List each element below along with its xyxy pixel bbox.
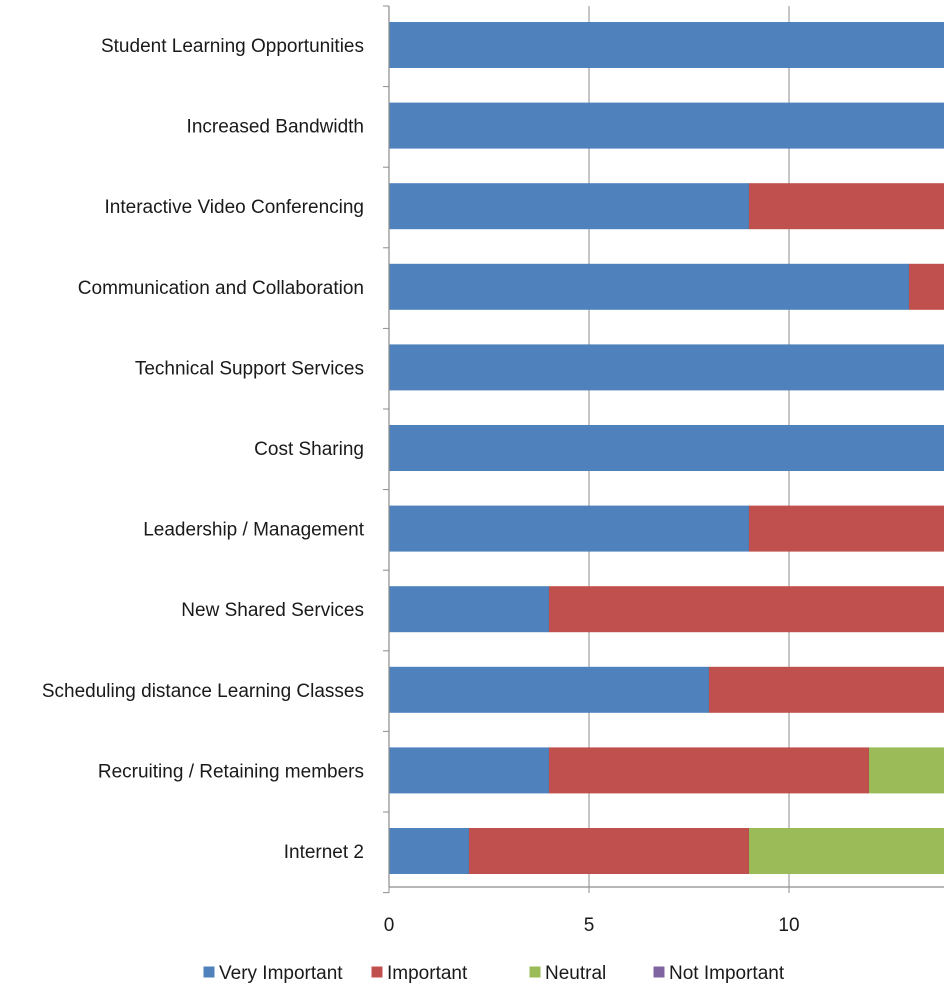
bar-3-important — [749, 183, 944, 230]
category-label: Internet 2 — [284, 842, 364, 863]
bar-9-important — [709, 666, 944, 713]
legend-swatch-important — [370, 965, 384, 979]
bar-2-very-important — [389, 102, 944, 149]
legend-label-not-important: Not Important — [669, 963, 785, 984]
category-label: Interactive Video Conferencing — [105, 197, 364, 218]
bar-6-very-important — [389, 425, 944, 471]
bars — [389, 22, 944, 874]
legend: Very Important Important Neutral Not Import… — [202, 963, 785, 984]
category-label: New Shared Services — [181, 600, 364, 621]
bar-11-very-important — [389, 828, 469, 874]
bar-7-very-important — [389, 505, 749, 552]
category-labels: Student Learning Opportunities Increased … — [42, 36, 365, 863]
category-label: Cost Sharing — [254, 439, 364, 460]
category-label: Scheduling distance Learning Classes — [42, 681, 364, 702]
legend-swatch-neutral — [528, 965, 542, 979]
x-tick-label-10: 10 — [778, 915, 799, 936]
bar-8-very-important — [389, 586, 549, 633]
category-label: Student Learning Opportunities — [101, 36, 364, 57]
legend-label-very-important: Very Important — [219, 963, 343, 984]
bar-7-important — [749, 505, 944, 552]
category-label: Recruiting / Retaining members — [98, 761, 364, 782]
bar-10-neutral — [869, 747, 944, 794]
bar-1-very-important — [389, 22, 944, 68]
bar-10-very-important — [389, 747, 549, 794]
bar-10-important — [549, 747, 869, 794]
bar-5-very-important — [389, 344, 944, 391]
category-label: Technical Support Services — [135, 358, 364, 379]
legend-label-important: Important — [387, 963, 468, 984]
x-tick-label-5: 5 — [584, 915, 595, 936]
category-label: Communication and Collaboration — [78, 278, 364, 299]
legend-swatch-very-important — [202, 965, 216, 979]
category-label: Leadership / Management — [143, 520, 364, 541]
bar-4-important — [909, 263, 944, 310]
category-label: Increased Bandwidth — [187, 117, 364, 138]
bar-11-important — [469, 828, 749, 874]
axes — [383, 5, 944, 894]
bar-9-very-important — [389, 666, 709, 713]
bar-3-very-important — [389, 183, 749, 230]
legend-label-neutral: Neutral — [545, 963, 606, 984]
legend-swatch-not-important — [652, 965, 666, 979]
bar-8-important — [549, 586, 944, 633]
bar-11-neutral — [749, 828, 944, 874]
x-tick-labels: 0510152025 — [384, 915, 800, 936]
x-tick-label-0: 0 — [384, 915, 395, 936]
bar-4-very-important — [389, 263, 909, 310]
